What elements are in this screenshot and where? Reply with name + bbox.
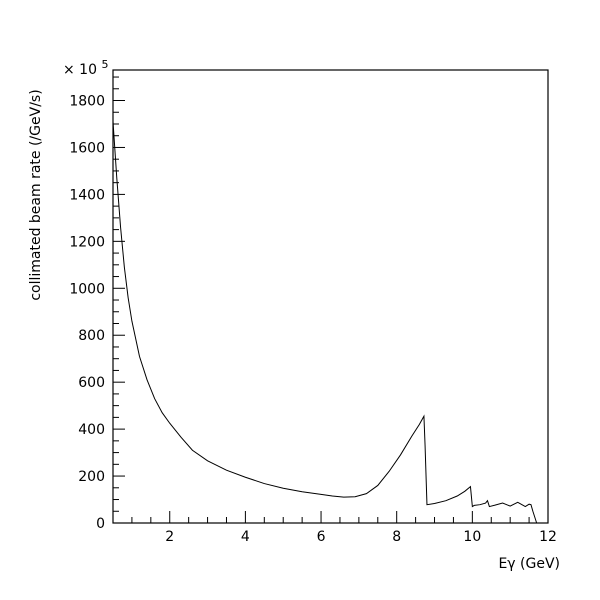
y-multiplier-exponent: 5 [101, 58, 108, 71]
x-tick-label: 4 [241, 529, 250, 545]
y-multiplier-base: × 10 [63, 62, 97, 78]
x-tick-label: 12 [539, 529, 557, 545]
beam-rate-curve [112, 121, 538, 524]
x-tick-label: 6 [317, 529, 326, 545]
x-tick-label: 10 [463, 529, 481, 545]
y-axis-label: collimated beam rate (/GeV/s) [28, 89, 44, 300]
x-tick-label: 8 [392, 529, 401, 545]
x-axis-label: Eγ (GeV) [498, 556, 560, 572]
y-tick-label: 200 [78, 469, 105, 485]
y-tick-label: 0 [96, 516, 105, 532]
y-tick-label: 1000 [69, 281, 105, 297]
y-tick-label: 1200 [69, 234, 105, 250]
y-tick-label: 1400 [69, 187, 105, 203]
y-tick-label: 400 [78, 422, 105, 438]
y-multiplier: × 10 5 [63, 58, 108, 78]
y-tick-label: 1600 [69, 140, 105, 156]
y-tick-label: 600 [78, 375, 105, 391]
plot-frame [112, 69, 549, 524]
axis-tick-labels: 2 4 6 8 10 12 0 200 400 600 800 1000 1200 1400 1600 180… [69, 94, 557, 545]
y-tick-label: 1800 [69, 94, 105, 110]
y-tick-label: 800 [78, 328, 105, 344]
x-tick-label: 2 [165, 529, 174, 545]
